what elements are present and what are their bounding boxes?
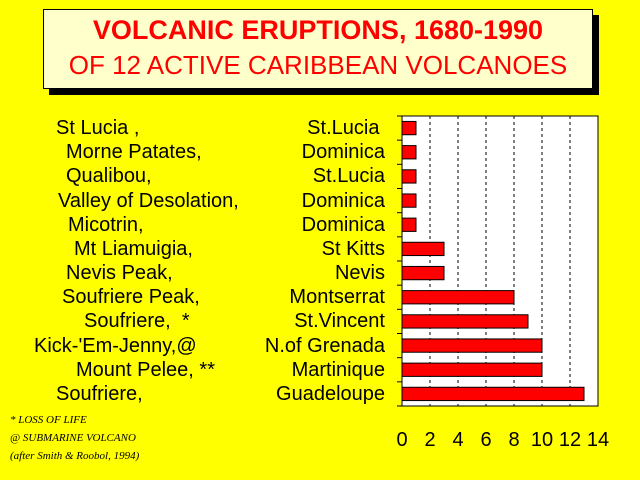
volcano-name: Mt Liamuigia, bbox=[74, 237, 193, 260]
bar bbox=[401, 386, 585, 402]
bar bbox=[401, 290, 515, 305]
volcano-location: St.Vincent bbox=[294, 310, 385, 333]
volcano-location: Martinique bbox=[291, 358, 385, 381]
bar bbox=[401, 241, 445, 257]
category-label: Soufriere, * St.Vincent bbox=[50, 309, 385, 333]
footnote: (after Smith & Roobol, 1994) bbox=[10, 450, 140, 462]
category-label: Mt Liamuigia, St Kitts bbox=[50, 237, 385, 261]
category-label: Qualibou, St.Lucia bbox=[50, 164, 385, 188]
volcano-name: St Lucia , bbox=[56, 117, 140, 140]
category-label: St Lucia , St.Lucia bbox=[50, 116, 385, 140]
x-tick-label: 8 bbox=[508, 429, 519, 451]
volcano-name: Soufriere Peak, bbox=[62, 286, 200, 309]
bar bbox=[401, 265, 445, 281]
volcano-name: Micotrin, bbox=[68, 213, 144, 236]
x-tick-label: 4 bbox=[452, 429, 463, 451]
x-tick-label: 0 bbox=[396, 429, 407, 451]
x-tick-label: 12 bbox=[559, 429, 581, 451]
volcano-name: Morne Patates, bbox=[66, 141, 202, 164]
bar bbox=[401, 145, 417, 160]
volcano-location: Guadeloupe bbox=[276, 382, 385, 405]
volcano-name: Nevis Peak, bbox=[66, 262, 173, 285]
bar bbox=[401, 169, 417, 184]
x-tick-label: 14 bbox=[587, 429, 609, 451]
bar bbox=[401, 314, 529, 329]
volcano-name: Soufriere, * bbox=[84, 310, 190, 333]
footnote: @ SUBMARINE VOLCANO bbox=[10, 432, 136, 444]
footnote: * LOSS OF LIFE bbox=[10, 414, 87, 426]
chart-subtitle: OF 12 ACTIVE CARIBBEAN VOLCANOES bbox=[68, 50, 568, 80]
volcano-location: Nevis bbox=[334, 262, 385, 285]
chart-title-box: VOLCANIC ERUPTIONS, 1680-1990 OF 12 ACTI… bbox=[43, 9, 593, 89]
category-label: Soufriere, Guadeloupe bbox=[50, 382, 385, 406]
volcano-location: Montserrat bbox=[289, 286, 385, 309]
category-label: Mount Pelee, ** Martinique bbox=[50, 358, 385, 382]
category-label: Micotrin, Dominica bbox=[50, 213, 385, 237]
volcano-location: Dominica bbox=[301, 213, 385, 236]
volcano-location: Dominica bbox=[301, 141, 385, 164]
bar bbox=[401, 362, 543, 377]
volcano-location: Dominica bbox=[301, 189, 385, 212]
volcano-location: St.Lucia bbox=[312, 165, 385, 188]
x-tick-label: 10 bbox=[531, 429, 553, 451]
bar bbox=[401, 120, 417, 136]
category-label: Nevis Peak, Nevis bbox=[50, 261, 385, 285]
x-tick-label: 2 bbox=[424, 429, 435, 451]
volcano-name: Mount Pelee, ** bbox=[76, 358, 215, 381]
chart-title: VOLCANIC ERUPTIONS, 1680-1990 bbox=[92, 15, 544, 45]
volcano-location: N.of Grenada bbox=[264, 334, 385, 357]
volcano-name: Qualibou, bbox=[66, 165, 152, 188]
bar bbox=[401, 338, 543, 353]
x-tick-label: 6 bbox=[480, 429, 491, 451]
volcano-name: Soufriere, bbox=[56, 382, 143, 405]
volcano-name: Kick-'Em-Jenny,@ bbox=[34, 334, 197, 357]
plot-area bbox=[401, 115, 599, 407]
bar bbox=[401, 193, 417, 208]
category-label: Morne Patates, Dominica bbox=[50, 140, 385, 164]
category-label: Soufriere Peak, Montserrat bbox=[50, 285, 385, 309]
volcano-name: Valley of Desolation, bbox=[58, 189, 239, 212]
volcano-location: St Kitts bbox=[321, 237, 385, 260]
category-label: Valley of Desolation, Dominica bbox=[50, 189, 385, 213]
category-label: Kick-'Em-Jenny,@ N.of Grenada bbox=[34, 334, 385, 358]
bar bbox=[401, 217, 417, 232]
volcano-location: St.Lucia bbox=[307, 117, 385, 140]
